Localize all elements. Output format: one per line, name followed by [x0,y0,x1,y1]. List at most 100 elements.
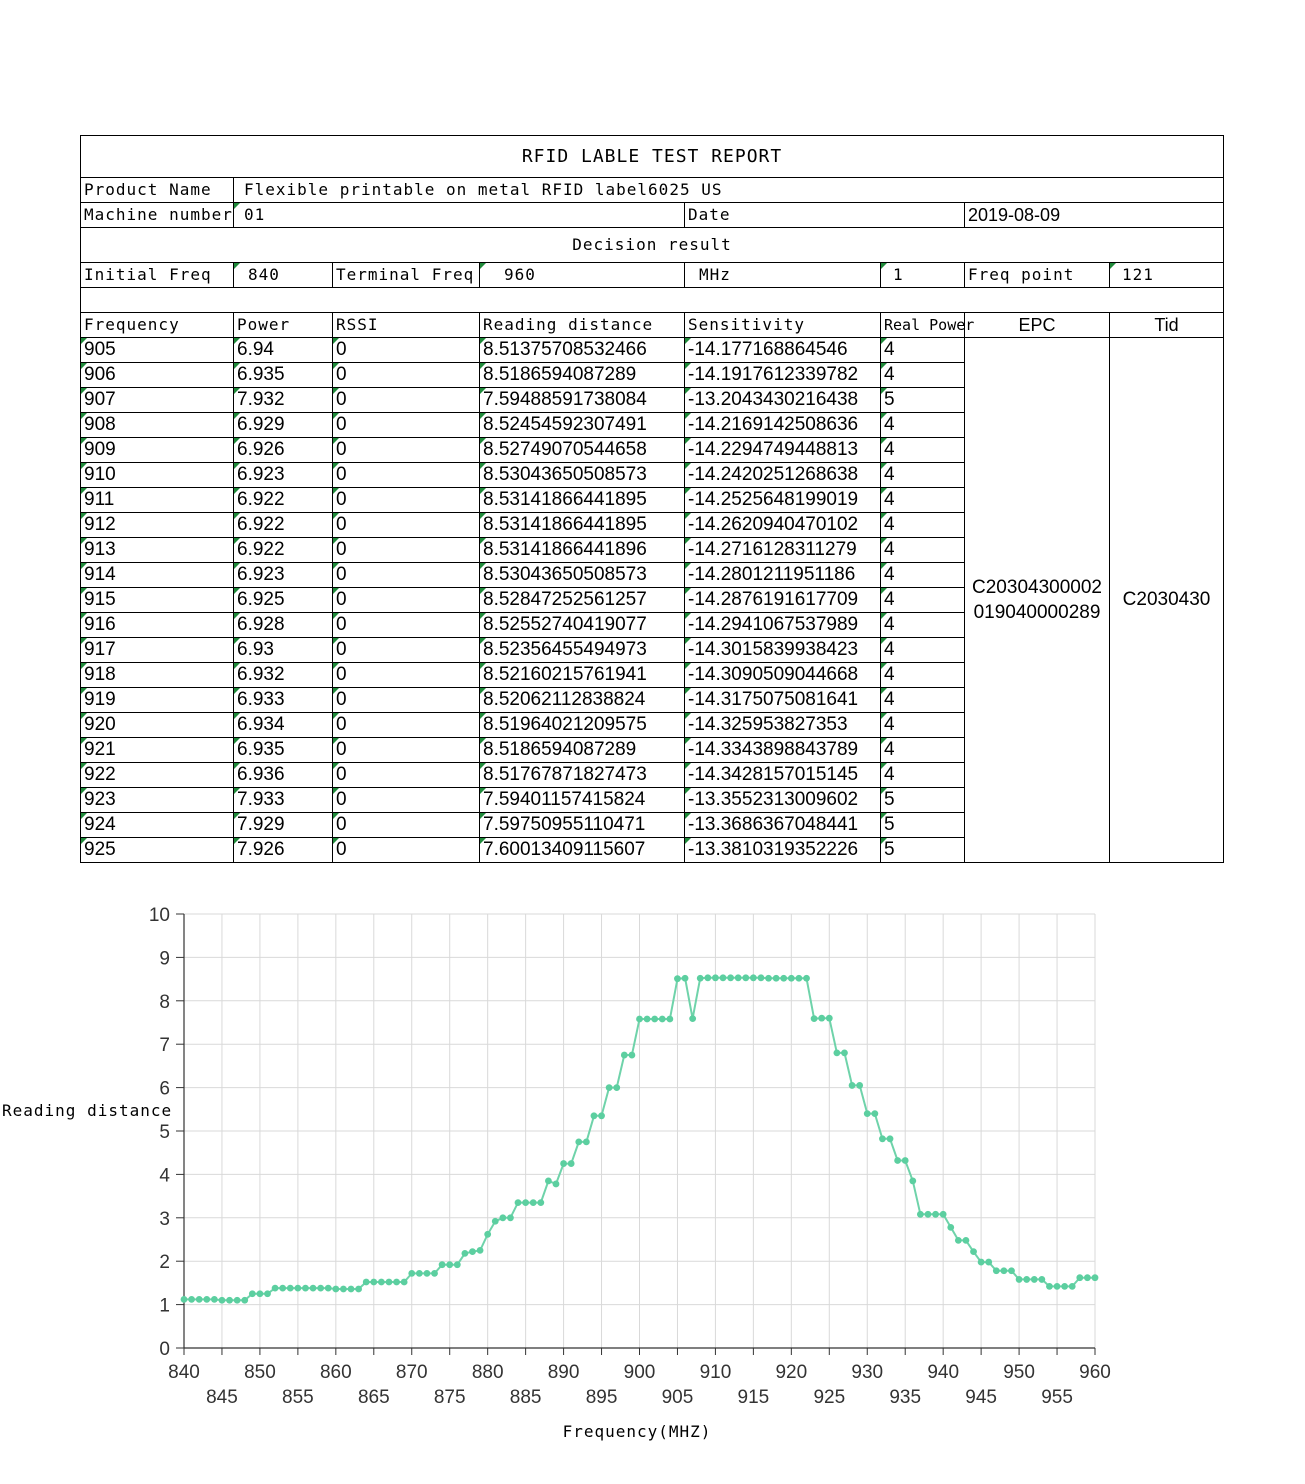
step-value: 1 [880,262,965,288]
cell-rssi: 0 [332,612,480,638]
cell-reading-distance: 7.59401157415824 [479,787,685,813]
table-row: 913 6.922 0 8.53141866441896 -14.27161283112… [80,537,1224,563]
data-point [332,1285,340,1293]
y-tick-label: 6 [159,1079,170,1100]
cell-sensitivity: -14.2716128311279 [684,537,881,563]
cell-sensitivity: -14.2294749448813 [684,437,881,463]
cell-rssi: 0 [332,437,480,463]
data-point [780,974,788,982]
cell-rssi: 0 [332,512,480,538]
data-point [347,1285,355,1293]
data-point [491,1217,499,1225]
y-tick-label: 10 [149,905,170,926]
data-point [1084,1274,1091,1282]
cell-rssi: 0 [332,337,480,363]
cell-frequency: 909 [80,437,234,463]
data-point [628,1051,636,1059]
data-point [977,1258,985,1266]
cell-real-power: 4 [880,562,965,588]
cell-sensitivity: -14.3015839938423 [684,637,881,663]
date-label: Date [684,202,965,228]
data-point [757,974,765,982]
data-point [719,974,727,982]
x-tick-label: 925 [813,1387,845,1408]
cell-rssi: 0 [332,487,480,513]
data-point [962,1236,970,1244]
cell-rssi: 0 [332,562,480,588]
col-header-frequency: Frequency [80,312,234,338]
data-point [901,1157,909,1164]
cell-rssi: 0 [332,737,480,763]
data-point [674,975,681,983]
cell-power: 6.935 [233,737,333,763]
col-header-sensitivity: Sensitivity [684,312,881,338]
cell-sensitivity: -13.2043430216438 [684,387,881,413]
data-point [484,1230,492,1238]
cell-power: 6.932 [233,662,333,688]
data-point [317,1284,325,1292]
cell-rssi: 0 [332,537,480,563]
cell-sensitivity: -14.3343898843789 [684,737,881,763]
cell-power: 6.922 [233,537,333,563]
x-tick-label: 955 [1041,1387,1073,1408]
data-point [742,974,750,982]
cell-frequency: 913 [80,537,234,563]
col-header-rssi: RSSI [332,312,480,338]
cell-sensitivity: -14.2620940470102 [684,512,881,538]
data-point [438,1261,446,1269]
data-point [795,974,803,982]
x-tick-label: 840 [168,1362,200,1383]
cell-reading-distance: 7.60013409115607 [479,837,685,863]
cell-rssi: 0 [332,637,480,663]
cell-sensitivity: -14.2169142508636 [684,412,881,438]
x-tick-label: 885 [510,1387,542,1408]
x-tick-label: 855 [282,1387,314,1408]
cell-reading-distance: 8.52356455494973 [479,637,685,663]
data-point [241,1296,249,1304]
data-point [1091,1274,1099,1282]
data-point [598,1112,605,1120]
initial-freq-label: Initial Freq [80,262,234,288]
x-tick-label: 960 [1079,1362,1111,1383]
table-row: 923 7.933 0 7.59401157415824 -13.35523130096… [80,787,1224,813]
y-axis-label: Reading distance [2,1101,172,1120]
y-tick-label: 7 [159,1035,170,1056]
cell-real-power: 4 [880,587,965,613]
data-point [256,1290,264,1298]
data-point [309,1284,317,1292]
col-header-power: Power [233,312,333,338]
cell-sensitivity: -14.2525648199019 [684,487,881,513]
data-point [537,1199,545,1207]
cell-reading-distance: 8.5186594087289 [479,737,685,763]
cell-rssi: 0 [332,687,480,713]
y-tick-label: 0 [159,1339,170,1360]
cell-frequency: 911 [80,487,234,513]
x-tick-label: 905 [662,1387,694,1408]
table-row: 912 6.922 0 8.53141866441895 -14.26209404701… [80,512,1224,538]
data-point [264,1290,271,1298]
data-point [833,1049,841,1057]
unit-label: MHz [684,262,881,288]
cell-frequency: 922 [80,762,234,788]
cell-rssi: 0 [332,662,480,688]
cell-reading-distance: 8.53043650508573 [479,562,685,588]
cell-reading-distance: 8.52552740419077 [479,612,685,638]
data-point [545,1177,552,1185]
col-header-epc: EPC [964,312,1110,338]
data-point [340,1285,347,1293]
cell-sensitivity: -13.3810319352226 [684,837,881,863]
cell-real-power: 4 [880,762,965,788]
table-row: 925 7.926 0 7.60013409115607 -13.38103193522… [80,837,1224,863]
data-point [180,1295,188,1303]
data-point [818,1014,826,1022]
cell-frequency: 907 [80,387,234,413]
data-point [992,1267,1000,1275]
data-point [620,1051,628,1059]
cell-rssi: 0 [332,587,480,613]
data-point [1061,1282,1069,1290]
data-point [613,1084,621,1091]
y-tick-label: 2 [159,1252,170,1273]
data-point [461,1249,469,1257]
data-point [1076,1274,1084,1282]
data-point [226,1296,233,1304]
